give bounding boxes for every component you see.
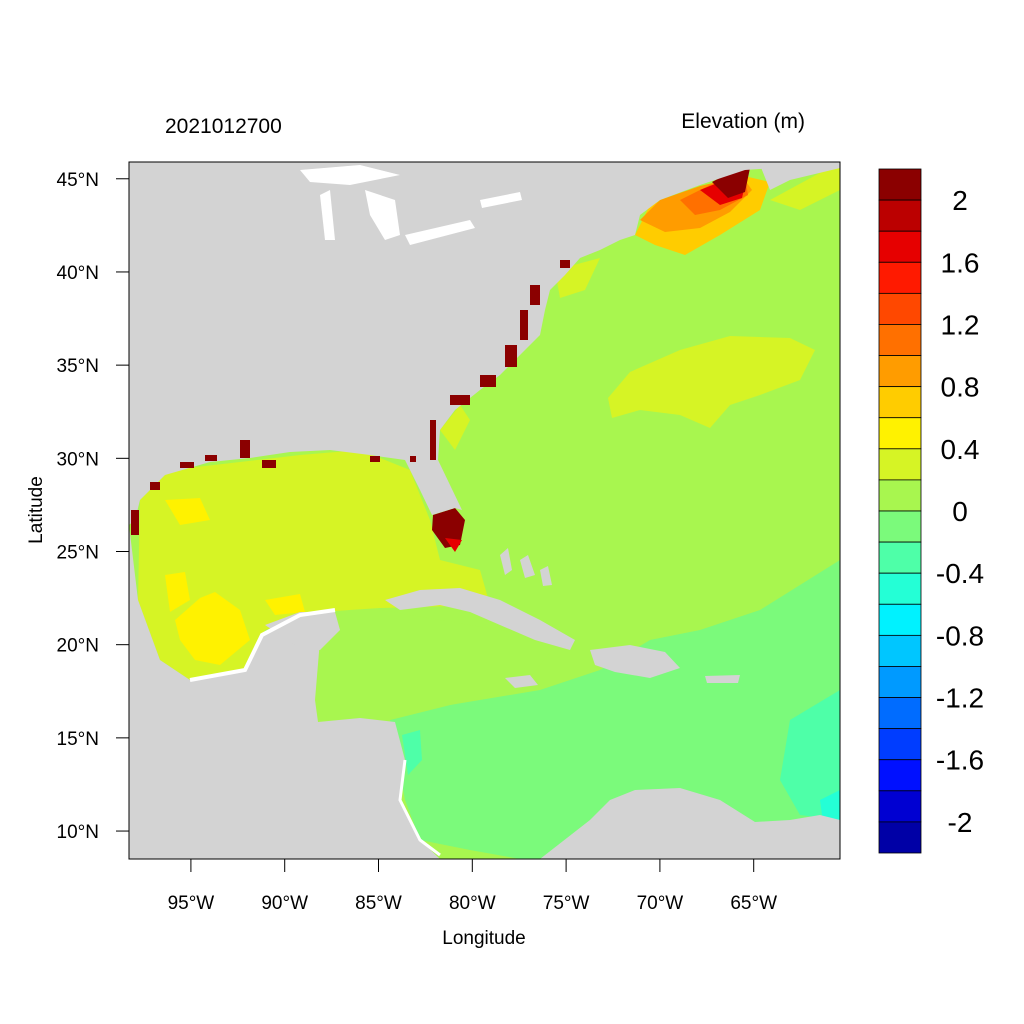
eastern-caribbean-cyan xyxy=(780,690,840,820)
colorbar-swatch xyxy=(878,541,922,574)
caribbean-coast-gap xyxy=(398,759,441,857)
colorbar-swatch xyxy=(878,572,922,605)
colorbar-swatch xyxy=(878,261,922,294)
colorbar-swatch xyxy=(878,634,922,667)
sargasso-high xyxy=(608,336,815,428)
right-title: Elevation (m) xyxy=(681,110,805,133)
colorbar-swatch xyxy=(878,417,922,450)
colorbar-label: 0.8 xyxy=(941,372,980,403)
colorbar-label: -0.4 xyxy=(936,558,984,589)
puerto-rico-land xyxy=(705,675,740,683)
x-tick-label: 70°W xyxy=(637,893,684,914)
colorbar-swatch xyxy=(878,448,922,481)
colorbar-swatch xyxy=(878,603,922,636)
y-axis-label: Latitude xyxy=(26,476,47,544)
x-tick-label: 90°W xyxy=(261,893,308,914)
lake-superior xyxy=(300,165,400,185)
colorbar-label: 0 xyxy=(952,496,968,527)
south-florida-surge xyxy=(432,508,465,548)
x-tick-label: 80°W xyxy=(449,893,496,914)
south-america-land xyxy=(540,788,840,859)
hispaniola-land xyxy=(590,645,680,678)
colorbar-label: 1.2 xyxy=(941,309,980,340)
yucatan-coast-gap xyxy=(189,608,336,682)
y-tick-label: 35°N xyxy=(57,356,99,377)
colorbar-swatch xyxy=(878,292,922,325)
cuba-land xyxy=(385,588,575,650)
y-tick-label: 10°N xyxy=(57,822,99,843)
x-tick-label: 75°W xyxy=(543,893,590,914)
northeast-atlantic-high xyxy=(770,162,840,210)
colorbar-swatch xyxy=(878,324,922,356)
land xyxy=(129,162,840,859)
colorbar-swatch xyxy=(878,199,922,232)
x-tick-label: 85°W xyxy=(355,893,402,914)
colorbar-label: -1.2 xyxy=(936,683,984,714)
map-panel xyxy=(129,162,840,859)
nova-scotia-land xyxy=(760,162,840,190)
y-tick-label: 30°N xyxy=(57,449,99,470)
caribbean-negative-region xyxy=(390,560,840,859)
colorbar-swatch xyxy=(878,355,922,388)
y-tick-label: 40°N xyxy=(57,263,99,284)
colorbar-swatch xyxy=(878,697,922,730)
colorbar-swatch xyxy=(878,230,922,263)
lake-erie xyxy=(405,220,475,245)
y-tick-label: 25°N xyxy=(57,543,99,564)
florida-keys-surge xyxy=(445,538,462,552)
colorbar-swatch xyxy=(878,510,922,543)
texas-yellow-patch xyxy=(165,498,210,525)
jamaica-land xyxy=(505,675,538,688)
western-caribbean-channel xyxy=(315,610,560,722)
colorbar-label: 0.4 xyxy=(941,434,980,465)
mexico-central-america-land xyxy=(129,525,440,859)
x-tick-label: 65°W xyxy=(730,893,777,914)
colorbar-swatch xyxy=(878,790,922,823)
y-tick-label: 15°N xyxy=(57,729,99,750)
colorbar-swatch xyxy=(878,479,922,512)
great-lakes xyxy=(300,165,522,245)
left-title: 2021012700 xyxy=(165,115,282,138)
carolina-shelf xyxy=(440,405,470,450)
colorbar-label: 2 xyxy=(952,185,968,216)
colorbar-label: 1.6 xyxy=(941,247,980,278)
colorbar-swatch xyxy=(878,666,922,698)
gulf-of-maine-surge-peak xyxy=(712,168,750,198)
colorbar: 2 1.6 1.2 0.8 0.4 0 -0.4 -0.8 -1.2 -1.6 -2 xyxy=(878,168,984,854)
coastal-surge-speckles xyxy=(131,260,570,535)
x-axis: 95°W 90°W 85°W 80°W 75°W 70°W 65°W xyxy=(168,859,777,914)
x-axis-label: Longitude xyxy=(442,928,525,949)
y-tick-label: 20°N xyxy=(57,636,99,657)
bay-of-campeche-high xyxy=(165,572,190,612)
y-axis: 45°N 40°N 35°N 30°N 25°N 20°N 15°N 10°N xyxy=(57,170,129,843)
x-tick-label: 95°W xyxy=(168,893,215,914)
colorbar-swatch xyxy=(878,168,922,201)
lake-huron xyxy=(365,190,400,240)
colorbar-swatch xyxy=(878,728,922,761)
colorbar-label: -1.6 xyxy=(936,745,984,776)
campeche-yellow-patch xyxy=(175,592,250,665)
lake-ontario xyxy=(480,192,522,208)
colorbar-swatch xyxy=(878,821,922,854)
colorbar-label: -2 xyxy=(948,807,973,838)
colorbar-swatch xyxy=(878,759,922,792)
map-frame xyxy=(128,161,841,860)
honduras-coast-cyan xyxy=(402,730,422,775)
colorbar-swatch xyxy=(878,386,922,419)
bahamas-land xyxy=(500,548,552,586)
yucatan-yellow-patch xyxy=(265,594,305,615)
lake-michigan xyxy=(320,190,335,240)
y-tick-label: 45°N xyxy=(57,170,99,191)
north-america-land xyxy=(129,162,840,525)
colorbar-label: -0.8 xyxy=(936,620,984,651)
